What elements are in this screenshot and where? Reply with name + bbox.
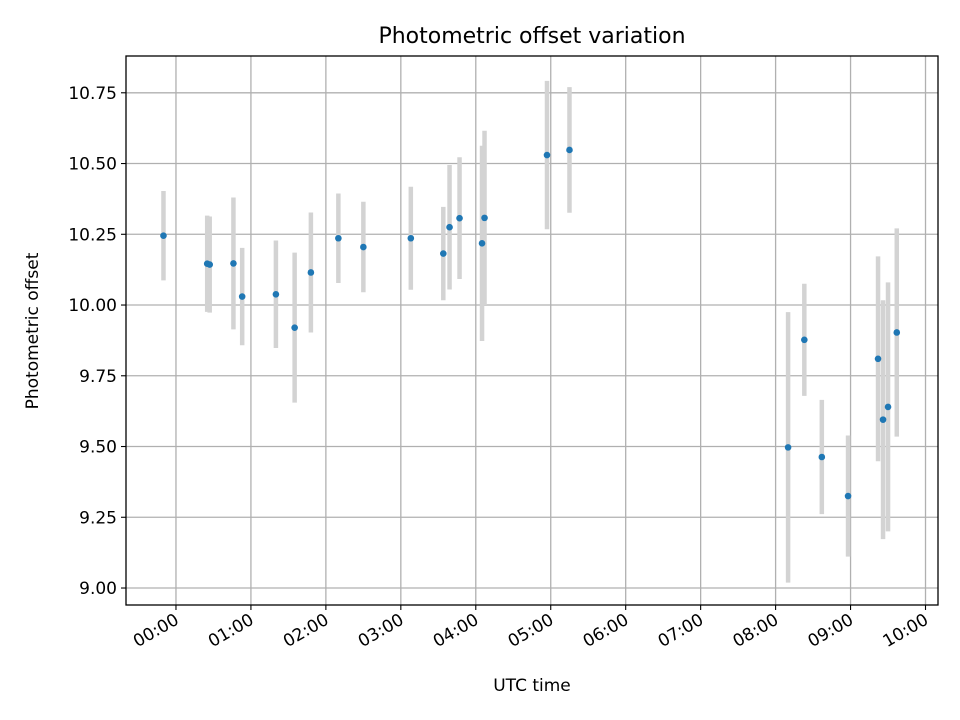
data-point bbox=[456, 214, 463, 222]
y-tick-label: 9.50 bbox=[79, 438, 117, 458]
plot-frame bbox=[125, 55, 939, 606]
data-point bbox=[407, 234, 415, 242]
data-point bbox=[206, 261, 213, 268]
data-points bbox=[160, 146, 901, 500]
grid bbox=[126, 56, 938, 605]
data-point bbox=[291, 324, 298, 331]
y-tick-label: 10.75 bbox=[68, 84, 117, 104]
y-tick-label: 9.75 bbox=[79, 367, 117, 387]
data-point bbox=[230, 260, 237, 267]
data-point bbox=[160, 232, 167, 239]
y-axis-label: Photometric offset bbox=[23, 252, 43, 409]
y-tick-label: 9.00 bbox=[79, 579, 117, 599]
y-tick-label: 10.00 bbox=[68, 296, 117, 316]
data-point bbox=[478, 240, 486, 247]
data-point bbox=[360, 243, 367, 251]
data-point bbox=[879, 416, 887, 423]
y-tick-label: 10.25 bbox=[68, 225, 117, 245]
data-point bbox=[238, 293, 246, 300]
data-point bbox=[446, 223, 453, 231]
data-point bbox=[481, 214, 488, 222]
data-point bbox=[818, 453, 826, 461]
data-point bbox=[543, 151, 551, 159]
data-point bbox=[440, 250, 447, 257]
x-axis-label: UTC time bbox=[493, 676, 571, 696]
y-tick-label: 10.50 bbox=[68, 155, 117, 175]
data-point bbox=[335, 234, 342, 242]
y-tick-label: 9.25 bbox=[79, 508, 117, 528]
chart-title: Photometric offset variation bbox=[378, 24, 685, 49]
data-point bbox=[307, 269, 315, 276]
data-point bbox=[784, 444, 792, 451]
data-point bbox=[874, 355, 882, 363]
data-point bbox=[272, 290, 280, 298]
data-point bbox=[893, 329, 901, 336]
data-point bbox=[566, 146, 573, 154]
data-point bbox=[844, 492, 852, 500]
data-point bbox=[884, 403, 892, 411]
data-point bbox=[801, 336, 808, 344]
